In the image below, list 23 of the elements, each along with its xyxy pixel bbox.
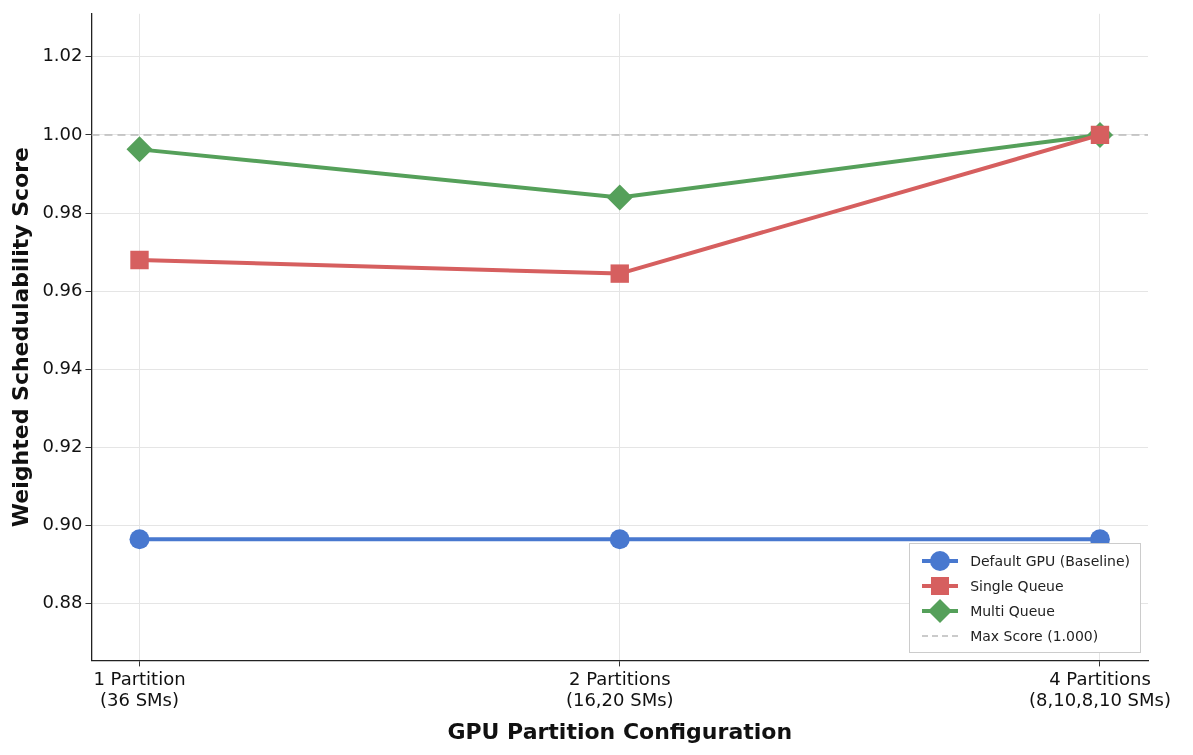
y-tick-label: 0.94: [42, 357, 83, 378]
y-tick-label: 1.00: [42, 122, 83, 144]
x-tick-label: 4 Partitions (8,10,8,10 SMs): [1028, 667, 1171, 711]
point: [606, 184, 633, 211]
y-tick-label: 0.90: [42, 513, 83, 535]
point: [610, 264, 629, 283]
point: [609, 529, 630, 550]
legend-label: Single Queue: [970, 577, 1064, 594]
legend-label: Multi Queue: [970, 602, 1055, 619]
x-axis-title: GPU Partition Configuration: [447, 718, 793, 744]
y-tick-label: 1.02: [42, 44, 83, 66]
x-tick-label: 2 Partitions (16,20 SMs): [565, 667, 674, 711]
y-tick-label: 0.98: [42, 200, 83, 222]
x-tick-label: 1 Partition (36 SMs): [93, 667, 186, 711]
y-tick-label: 0.92: [42, 435, 83, 457]
y-axis-title: Weighted Schedulability Score: [7, 147, 33, 528]
y-tick-label: 0.88: [42, 591, 83, 613]
y-tick-label: 0.96: [42, 278, 83, 300]
legend-label: Max Score (1.000): [970, 627, 1099, 644]
legend-label: Default GPU (Baseline): [970, 552, 1130, 569]
point: [130, 250, 149, 270]
point: [129, 529, 150, 550]
point: [126, 136, 153, 163]
